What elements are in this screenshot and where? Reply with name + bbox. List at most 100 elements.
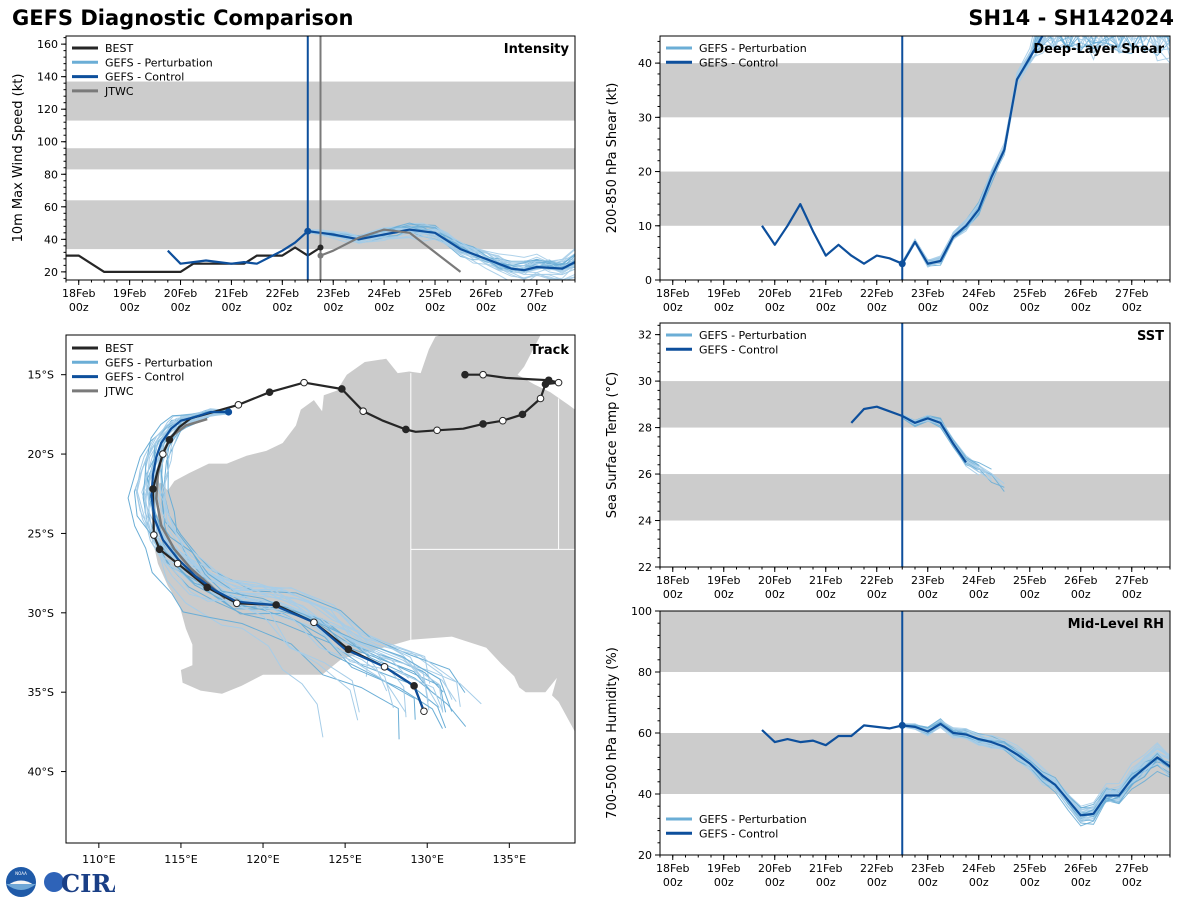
shaded-band	[660, 733, 1170, 794]
jtwc-start-marker	[317, 252, 324, 259]
panel-title: Deep-Layer Shear	[1033, 42, 1164, 57]
y-tick-label: 20	[638, 166, 652, 179]
x-tick-label-hour: 00z	[765, 588, 785, 601]
x-tick-label-hour: 00z	[867, 588, 887, 601]
y-tick-label: 20°S	[28, 448, 54, 461]
x-tick-label-date: 22Feb	[860, 287, 893, 300]
x-tick-label-date: 19Feb	[707, 862, 740, 875]
perturbation-line	[902, 416, 979, 471]
shaded-band	[660, 474, 1170, 521]
x-tick-label-hour: 00z	[425, 301, 445, 314]
cira-logo: NOAA CIRA	[6, 867, 115, 898]
legend-label: JTWC	[104, 385, 134, 398]
x-tick-label-date: 27Feb	[1115, 287, 1148, 300]
x-tick-label-hour: 00z	[663, 588, 683, 601]
x-tick-label-date: 21Feb	[809, 574, 842, 587]
series-best	[66, 246, 322, 273]
shaded-band	[660, 171, 1170, 226]
best-track-marker	[150, 531, 158, 539]
series-jtwc	[320, 228, 462, 273]
y-tick-label: 40	[44, 233, 58, 246]
plot-frame	[659, 322, 1171, 568]
y-tick-label: 80	[44, 168, 58, 181]
x-tick-label-date: 25Feb	[1013, 574, 1046, 587]
track-control	[150, 410, 425, 712]
x-tick-label-date: 20Feb	[758, 862, 791, 875]
legend-label: GEFS - Perturbation	[105, 56, 213, 69]
x-tick-label-date: 23Feb	[911, 287, 944, 300]
y-tick-label: 30	[638, 375, 652, 388]
x-tick-label-date: 20Feb	[164, 287, 197, 300]
legend-label: GEFS - Perturbation	[699, 42, 807, 55]
x-tick-label-hour: 00z	[222, 301, 242, 314]
y-tick-label: 160	[37, 38, 58, 51]
best-track-marker	[380, 662, 389, 671]
best-track-marker	[359, 407, 367, 416]
x-tick-label-date: 19Feb	[707, 287, 740, 300]
y-tick-label: 15°S	[28, 369, 54, 382]
x-tick-label-hour: 00z	[272, 301, 292, 314]
x-tick-label-date: 26Feb	[469, 287, 502, 300]
best-track-marker	[310, 618, 318, 627]
panel-title: Intensity	[504, 42, 570, 57]
shaded-band	[660, 611, 1170, 672]
perturbation-track	[161, 411, 466, 693]
best-track-marker	[536, 394, 545, 403]
x-tick-label-hour: 00z	[765, 876, 785, 889]
x-tick-label-hour: 00z	[171, 301, 191, 314]
y-tick-label: 60	[44, 201, 58, 214]
x-tick-label-date: 27Feb	[1115, 862, 1148, 875]
x-tick-label-date: 18Feb	[656, 862, 689, 875]
best-track-marker	[461, 370, 469, 379]
shaded-band	[660, 63, 1170, 118]
best-track-marker	[173, 559, 182, 568]
best-track-marker	[479, 420, 487, 428]
y-tick-label: 40°S	[28, 766, 54, 779]
y-tick-label: 25°S	[28, 527, 54, 540]
x-tick-label-hour: 00z	[1020, 301, 1040, 314]
x-tick-label-date: 26Feb	[1064, 287, 1097, 300]
best-track-marker	[149, 485, 157, 493]
y-tick-label: 120	[37, 103, 58, 116]
x-tick-label-hour: 00z	[1122, 301, 1142, 314]
best-track-marker	[203, 583, 212, 592]
x-tick-label-hour: 00z	[867, 876, 887, 889]
series-gefs-control	[761, 722, 1170, 817]
y-tick-label: 30	[638, 111, 652, 124]
x-tick-label-date: 25Feb	[1013, 287, 1046, 300]
y-tick-label: 28	[638, 422, 652, 435]
x-tick-label-date: 21Feb	[215, 287, 248, 300]
legend-label: GEFS - Control	[699, 343, 778, 356]
x-tick-label: 130°E	[410, 853, 443, 866]
x-tick-label-hour: 00z	[663, 301, 683, 314]
cira-lettering: CIRA	[61, 869, 115, 898]
x-tick-label-hour: 00z	[1071, 876, 1091, 889]
best-track-marker	[420, 707, 428, 716]
control-init-marker	[898, 260, 906, 268]
x-tick-label-date: 26Feb	[1064, 574, 1097, 587]
x-tick-label-date: 22Feb	[860, 574, 893, 587]
panel-track: 110°E 115°E 120°E 125°E 130°E 135°E 15°S 20°S 25…	[28, 334, 576, 866]
best-track-marker	[155, 545, 164, 554]
best-track-marker	[518, 410, 527, 419]
perturbation-line	[902, 724, 1170, 813]
best-track-marker	[433, 426, 441, 435]
x-tick-label-date: 24Feb	[367, 287, 400, 300]
perturbation-track	[136, 412, 394, 709]
x-tick-label: 125°E	[328, 853, 361, 866]
best-track-marker	[265, 388, 274, 396]
y-axis-label: 10m Max Wind Speed (kt)	[11, 74, 26, 243]
x-tick-label: 115°E	[164, 853, 197, 866]
y-tick-label: 40	[638, 57, 652, 70]
x-tick-label-hour: 00z	[1122, 876, 1142, 889]
x-tick-label-date: 19Feb	[707, 574, 740, 587]
series-gefs-control	[167, 228, 575, 272]
x-tick-label-hour: 00z	[663, 876, 683, 889]
x-tick-label-hour: 00z	[1122, 588, 1142, 601]
y-tick-label: 140	[37, 71, 58, 84]
x-tick-label-hour: 00z	[1071, 301, 1091, 314]
y-tick-label: 20	[638, 849, 652, 862]
